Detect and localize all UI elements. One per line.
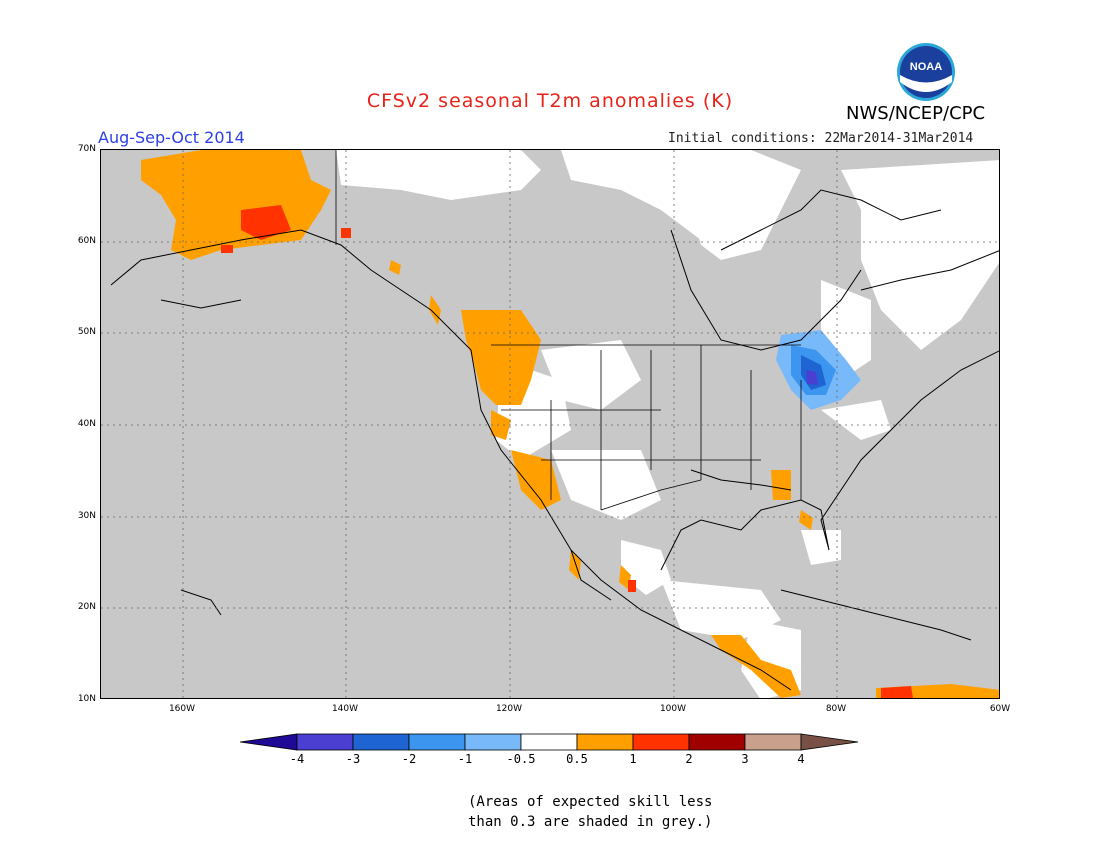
cbar-label-p2: 2 [685, 752, 693, 766]
logo-text: NOAA [910, 61, 942, 73]
cbar-label-p4: 4 [797, 752, 805, 766]
cbar-swatch [464, 733, 522, 751]
cbar-label-p05: 0.5 [566, 752, 588, 766]
lon-label-100w: 100W [659, 704, 687, 714]
lon-label-60w: 60W [989, 704, 1011, 714]
lat-label-70n: 70N [77, 144, 96, 154]
near-normal-areas [336, 150, 999, 698]
map-title: CFSv2 seasonal T2m anomalies (K) [366, 90, 734, 112]
lat-label-10n: 10N [77, 694, 96, 704]
cool-anomaly-areas [776, 330, 861, 410]
cbar-label-p1: 1 [629, 752, 637, 766]
lat-label-60n: 60N [77, 236, 96, 246]
cbar-swatch [632, 733, 690, 751]
cbar-label-m2: -2 [401, 752, 417, 766]
lat-label-30n: 30N [77, 511, 96, 521]
cbar-label-p3: 3 [741, 752, 749, 766]
lat-label-20n: 20N [77, 602, 96, 612]
footnote-line-2: than 0.3 are shaded in grey.) [468, 814, 713, 830]
cbar-swatch [688, 733, 746, 751]
color-bar [239, 733, 860, 755]
forecast-period: Aug-Sep-Oct 2014 [98, 128, 245, 147]
lon-label-140w: 140W [331, 704, 359, 714]
cbar-swatch [744, 733, 802, 751]
lon-label-80w: 80W [825, 704, 847, 714]
noaa-logo: NOAA [896, 42, 956, 102]
anomaly-map [100, 149, 1000, 699]
skill-footnote: (Areas of expected skill less than 0.3 a… [468, 792, 728, 832]
cbar-arrow-right [800, 733, 859, 751]
cbar-label-m3: -3 [345, 752, 361, 766]
cbar-label-m4: -4 [289, 752, 305, 766]
cbar-swatch [576, 733, 634, 751]
strong-warm-areas [221, 205, 913, 698]
cbar-arrow-left [239, 733, 298, 751]
cbar-swatch [408, 733, 466, 751]
cbar-swatch [520, 733, 578, 751]
graticule [101, 150, 999, 698]
footnote-line-1: (Areas of expected skill less [468, 794, 713, 810]
state-borders [335, 150, 802, 511]
lat-label-50n: 50N [77, 327, 96, 337]
agency-label: NWS/NCEP/CPC [846, 103, 986, 124]
cbar-label-m1: -1 [457, 752, 473, 766]
lat-label-40n: 40N [77, 419, 96, 429]
cbar-label-m05: -0.5 [506, 752, 536, 766]
lon-label-120w: 120W [495, 704, 523, 714]
cbar-swatch [296, 733, 354, 751]
cbar-swatch [352, 733, 410, 751]
initial-conditions: Initial conditions: 22Mar2014-31Mar2014 [668, 131, 974, 146]
lon-label-160w: 160W [168, 704, 196, 714]
